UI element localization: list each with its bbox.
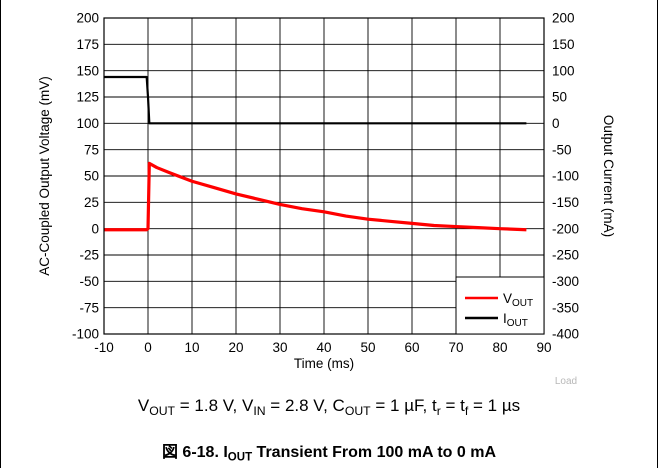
- y-tick-label: 0: [91, 221, 99, 236]
- test-conditions: VOUT = 1.8 V, VIN = 2.8 V, COUT = 1 µF, …: [0, 396, 658, 418]
- y2-tick-label: -150: [552, 195, 579, 210]
- x-axis-label: Time (ms): [294, 356, 354, 371]
- y2-tick-label: 50: [552, 90, 567, 105]
- y-tick-label: -100: [72, 327, 99, 342]
- tf-symbol: t: [460, 396, 465, 415]
- figure-glyph: 図: [161, 442, 178, 461]
- vout-subscript: OUT: [149, 403, 176, 418]
- legend-label-main: I: [503, 311, 507, 326]
- vout-symbol: V: [137, 396, 150, 415]
- figure-border-left: [0, 0, 1, 468]
- y2-tick-label: 150: [552, 37, 575, 52]
- x-tick-label: 30: [272, 340, 287, 355]
- cout-symbol: C: [332, 396, 345, 415]
- legend-box: [455, 276, 545, 335]
- y-axis-label: AC-Coupled Output Voltage (mV): [37, 76, 52, 276]
- y-tick-label: 125: [76, 90, 99, 105]
- cout-value: = 1 µF,: [370, 396, 432, 415]
- y2-tick-label: -250: [552, 248, 579, 263]
- y-tick-label: 50: [84, 169, 99, 184]
- y-tick-label: 200: [76, 11, 99, 26]
- x-tick-label: 90: [536, 340, 551, 355]
- y2-tick-label: -400: [552, 327, 579, 342]
- cout-subscript: OUT: [344, 403, 371, 418]
- tr-subscript: r: [436, 403, 441, 418]
- legend-label-vout: VOUT: [503, 291, 533, 309]
- caption-iout-symbol: I: [223, 444, 228, 461]
- y2-tick-label: 100: [552, 63, 575, 78]
- y-tick-label: 100: [76, 116, 99, 131]
- x-tick-label: 0: [144, 340, 152, 355]
- y2-tick-label: 200: [552, 11, 575, 26]
- axis-labels: Time (ms) AC-Coupled Output Voltage (mV) O…: [37, 76, 616, 387]
- y-tick-label: 75: [84, 142, 99, 157]
- series-line-vout: [104, 161, 527, 232]
- y2-tick-label: 0: [552, 116, 560, 131]
- y2-tick-label: -200: [552, 221, 579, 236]
- caption-text: Transient From 100 mA to 0 mA: [252, 444, 497, 461]
- x-tick-label: 10: [184, 340, 199, 355]
- watermark-label: Load: [555, 376, 577, 387]
- x-tick-label: 50: [360, 340, 375, 355]
- legend-label-subscript: OUT: [512, 298, 533, 309]
- y2-axis-label: Output Current (mA): [601, 115, 616, 237]
- x-tick-label: 20: [228, 340, 243, 355]
- legend-label-iout: IOUT: [503, 311, 528, 329]
- y2-tick-label: -300: [552, 274, 579, 289]
- y-tick-label: -50: [79, 274, 99, 289]
- y-tick-label: 150: [76, 63, 99, 78]
- caption-iout-subscript: OUT: [227, 451, 253, 464]
- y-tick-label: -25: [79, 248, 99, 263]
- y2-tick-label: -100: [552, 169, 579, 184]
- equals-sign: =: [440, 396, 461, 415]
- chart: -10 0 10 20 30 40 50 60 70 80 90-100-75-50-2502550…: [37, 11, 616, 387]
- tf-subscript: f: [464, 403, 469, 418]
- y-tick-label: 175: [76, 37, 99, 52]
- tf-value: = 1 µs: [468, 396, 521, 415]
- x-tick-label: 40: [316, 340, 331, 355]
- y2-tick-label: -350: [552, 300, 579, 315]
- series-layer: [104, 75, 527, 232]
- y-tick-label: 25: [84, 195, 99, 210]
- x-tick-label: 60: [404, 340, 419, 355]
- x-tick-label: 70: [448, 340, 463, 355]
- vin-value: = 2.8 V,: [265, 396, 333, 415]
- y-tick-label: -75: [79, 300, 99, 315]
- x-tick-label: 80: [492, 340, 507, 355]
- figure-number: 6-18.: [177, 444, 224, 461]
- vout-value: = 1.8 V,: [175, 396, 242, 415]
- plot-frame: [103, 17, 545, 335]
- tick-labels: -10 0 10 20 30 40 50 60 70 80 90-100-75-50-2502550…: [72, 11, 579, 355]
- vin-subscript: IN: [253, 403, 266, 418]
- legend-label-main: V: [503, 291, 512, 306]
- series-line-iout: [104, 75, 527, 125]
- vin-symbol: V: [241, 396, 254, 415]
- x-tick-label: -10: [94, 340, 114, 355]
- tr-symbol: t: [431, 396, 437, 415]
- figure-caption: 図 6-18. IOUT Transient From 100 mA to 0 …: [0, 438, 658, 464]
- y2-tick-label: -50: [552, 142, 572, 157]
- legend-label-subscript: OUT: [507, 318, 528, 329]
